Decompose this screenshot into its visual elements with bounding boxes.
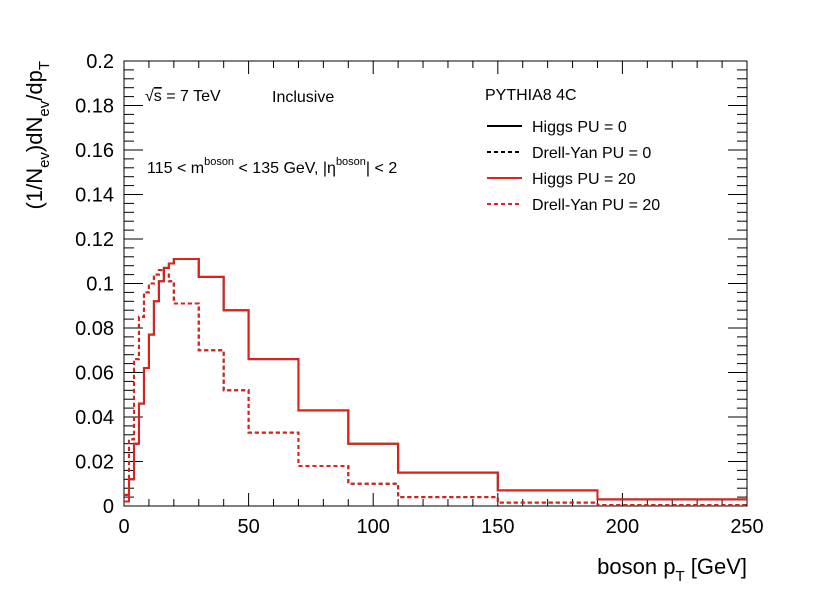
y-tick-label: 0.1 bbox=[86, 274, 114, 296]
legend: PYTHIA8 4C Higgs PU = 0 Drell-Yan PU = 0 H… bbox=[485, 87, 660, 214]
svg-text:√s = 7 TeV: √s = 7 TeV bbox=[145, 88, 221, 105]
legend-label: Drell-Yan PU = 20 bbox=[532, 197, 660, 214]
energy-annotation: √s = 7 TeV bbox=[145, 88, 221, 105]
x-tick-labels: 0 50 100 150 200 250 bbox=[118, 516, 763, 538]
y-tick-label: 0.04 bbox=[75, 407, 114, 429]
legend-label: Higgs PU = 0 bbox=[532, 119, 627, 136]
series-layer bbox=[124, 258, 747, 507]
y-tick-label: 0.06 bbox=[75, 363, 114, 385]
y-tick-label: 0.08 bbox=[75, 318, 114, 340]
legend-label: Drell-Yan PU = 0 bbox=[532, 145, 651, 162]
y-tick-label: 0.12 bbox=[75, 229, 114, 251]
y-tick-label: 0.14 bbox=[75, 185, 114, 207]
cut-annotation: 115 < mboson < 135 GeV, |ηboson| < 2 bbox=[147, 156, 397, 177]
y-tick-label: 0 bbox=[103, 496, 114, 518]
series-drell-yan-pu-0 bbox=[124, 269, 747, 507]
selection-annotation: Inclusive bbox=[272, 89, 334, 106]
y-axis-title: (1/Nev)dNev/dpT bbox=[22, 61, 53, 209]
legend-label: Higgs PU = 20 bbox=[532, 171, 636, 188]
x-tick-label: 200 bbox=[606, 516, 639, 538]
legend-title: PYTHIA8 4C bbox=[485, 87, 577, 104]
plot-frame bbox=[123, 60, 748, 507]
y-tick-label: 0.2 bbox=[86, 51, 114, 73]
x-tick-label: 250 bbox=[730, 516, 763, 538]
series-higgs-pu-0 bbox=[124, 258, 747, 503]
x-tick-label: 100 bbox=[357, 516, 390, 538]
x-axis-title: boson pT [GeV] bbox=[597, 554, 747, 585]
x-tick-label: 150 bbox=[481, 516, 514, 538]
sqrt-symbol: √ bbox=[145, 88, 154, 105]
x-tick-label: 50 bbox=[237, 516, 259, 538]
series-drell-yan-pu-20 bbox=[124, 269, 747, 507]
y-tick-label: 0.02 bbox=[75, 452, 114, 474]
x-tick-label: 0 bbox=[118, 516, 129, 538]
y-tick-labels: 0 0.02 0.04 0.06 0.08 0.1 0.12 0.14 0.16 0.18 0.2 bbox=[75, 51, 114, 518]
y-tick-label: 0.16 bbox=[75, 140, 114, 162]
axis-ticks bbox=[123, 60, 748, 507]
series-higgs-pu-20 bbox=[124, 258, 747, 503]
y-tick-label: 0.18 bbox=[75, 96, 114, 118]
